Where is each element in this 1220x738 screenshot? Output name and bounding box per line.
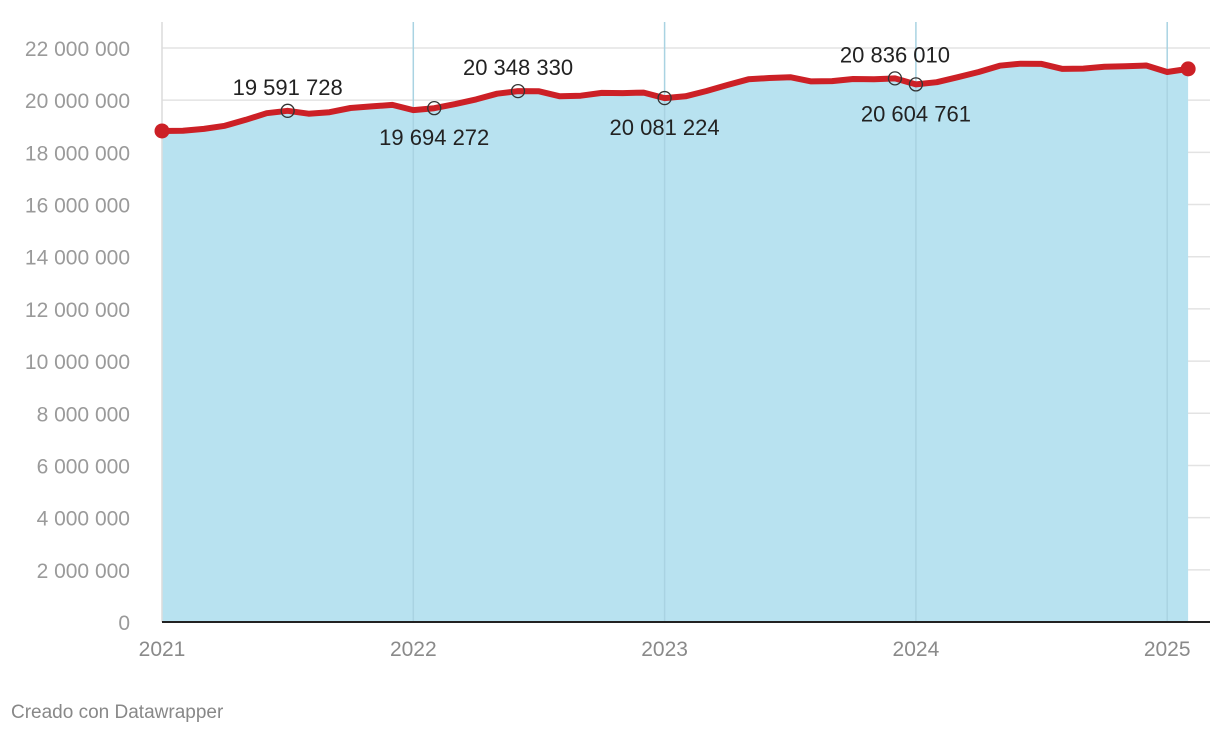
- annotation-label: 20 836 010: [840, 42, 950, 67]
- y-tick-label: 0: [118, 612, 130, 635]
- y-tick-label: 8 000 000: [37, 403, 130, 426]
- y-tick-label: 2 000 000: [37, 560, 130, 583]
- y-tick-label: 22 000 000: [25, 38, 130, 61]
- vertical-gridlines: [161, 22, 1168, 622]
- y-tick-label: 14 000 000: [25, 247, 130, 270]
- annotation-labels: 19 591 728 19 694 272 20 348 330 20 081 224…: [233, 42, 971, 150]
- annotation-marker: [280, 103, 295, 118]
- series-line: [159, 60, 1192, 134]
- y-tick-label: 20 000 000: [25, 90, 130, 113]
- annotation-marker: [427, 101, 442, 116]
- annotation-marker: [908, 77, 924, 92]
- annotation-label: 20 081 224: [610, 115, 720, 140]
- y-tick-label: 18 000 000: [25, 142, 130, 165]
- y-tick-label: 10 000 000: [25, 351, 130, 374]
- x-tick-label: 2024: [893, 638, 940, 661]
- x-axis-ticks: 2021 2022 2023 2024 2025: [139, 638, 1191, 661]
- annotation-marker: [510, 83, 526, 99]
- x-tick-label: 2022: [390, 638, 437, 661]
- x-tick-label: 2025: [1144, 638, 1191, 661]
- annotation-label: 20 604 761: [861, 101, 971, 126]
- annotation-markers: [154, 61, 1196, 139]
- y-tick-label: 16 000 000: [25, 195, 130, 218]
- y-axis-ticks: 0 2 000 000 4 000 000 6 000 000 8 000 000 10 …: [25, 38, 130, 635]
- area-chart: 0 2 000 000 4 000 000 6 000 000 8 000 000 10 …: [25, 22, 1210, 661]
- annotation-label: 19 694 272: [379, 125, 489, 150]
- annotation-marker: [657, 90, 672, 106]
- annotation-label: 20 348 330: [463, 55, 573, 80]
- end-point: [1180, 61, 1196, 77]
- y-tick-label: 6 000 000: [37, 455, 130, 478]
- y-tick-label: 4 000 000: [37, 508, 130, 531]
- x-tick-label: 2023: [641, 638, 688, 661]
- annotation-label: 19 591 728: [233, 75, 343, 100]
- y-tick-label: 12 000 000: [25, 299, 130, 322]
- x-tick-label: 2021: [139, 638, 186, 661]
- annotation-marker: [887, 71, 903, 86]
- area-fill: [162, 63, 1189, 622]
- start-point: [154, 123, 170, 139]
- datawrapper-credit: Creado con Datawrapper: [11, 702, 224, 723]
